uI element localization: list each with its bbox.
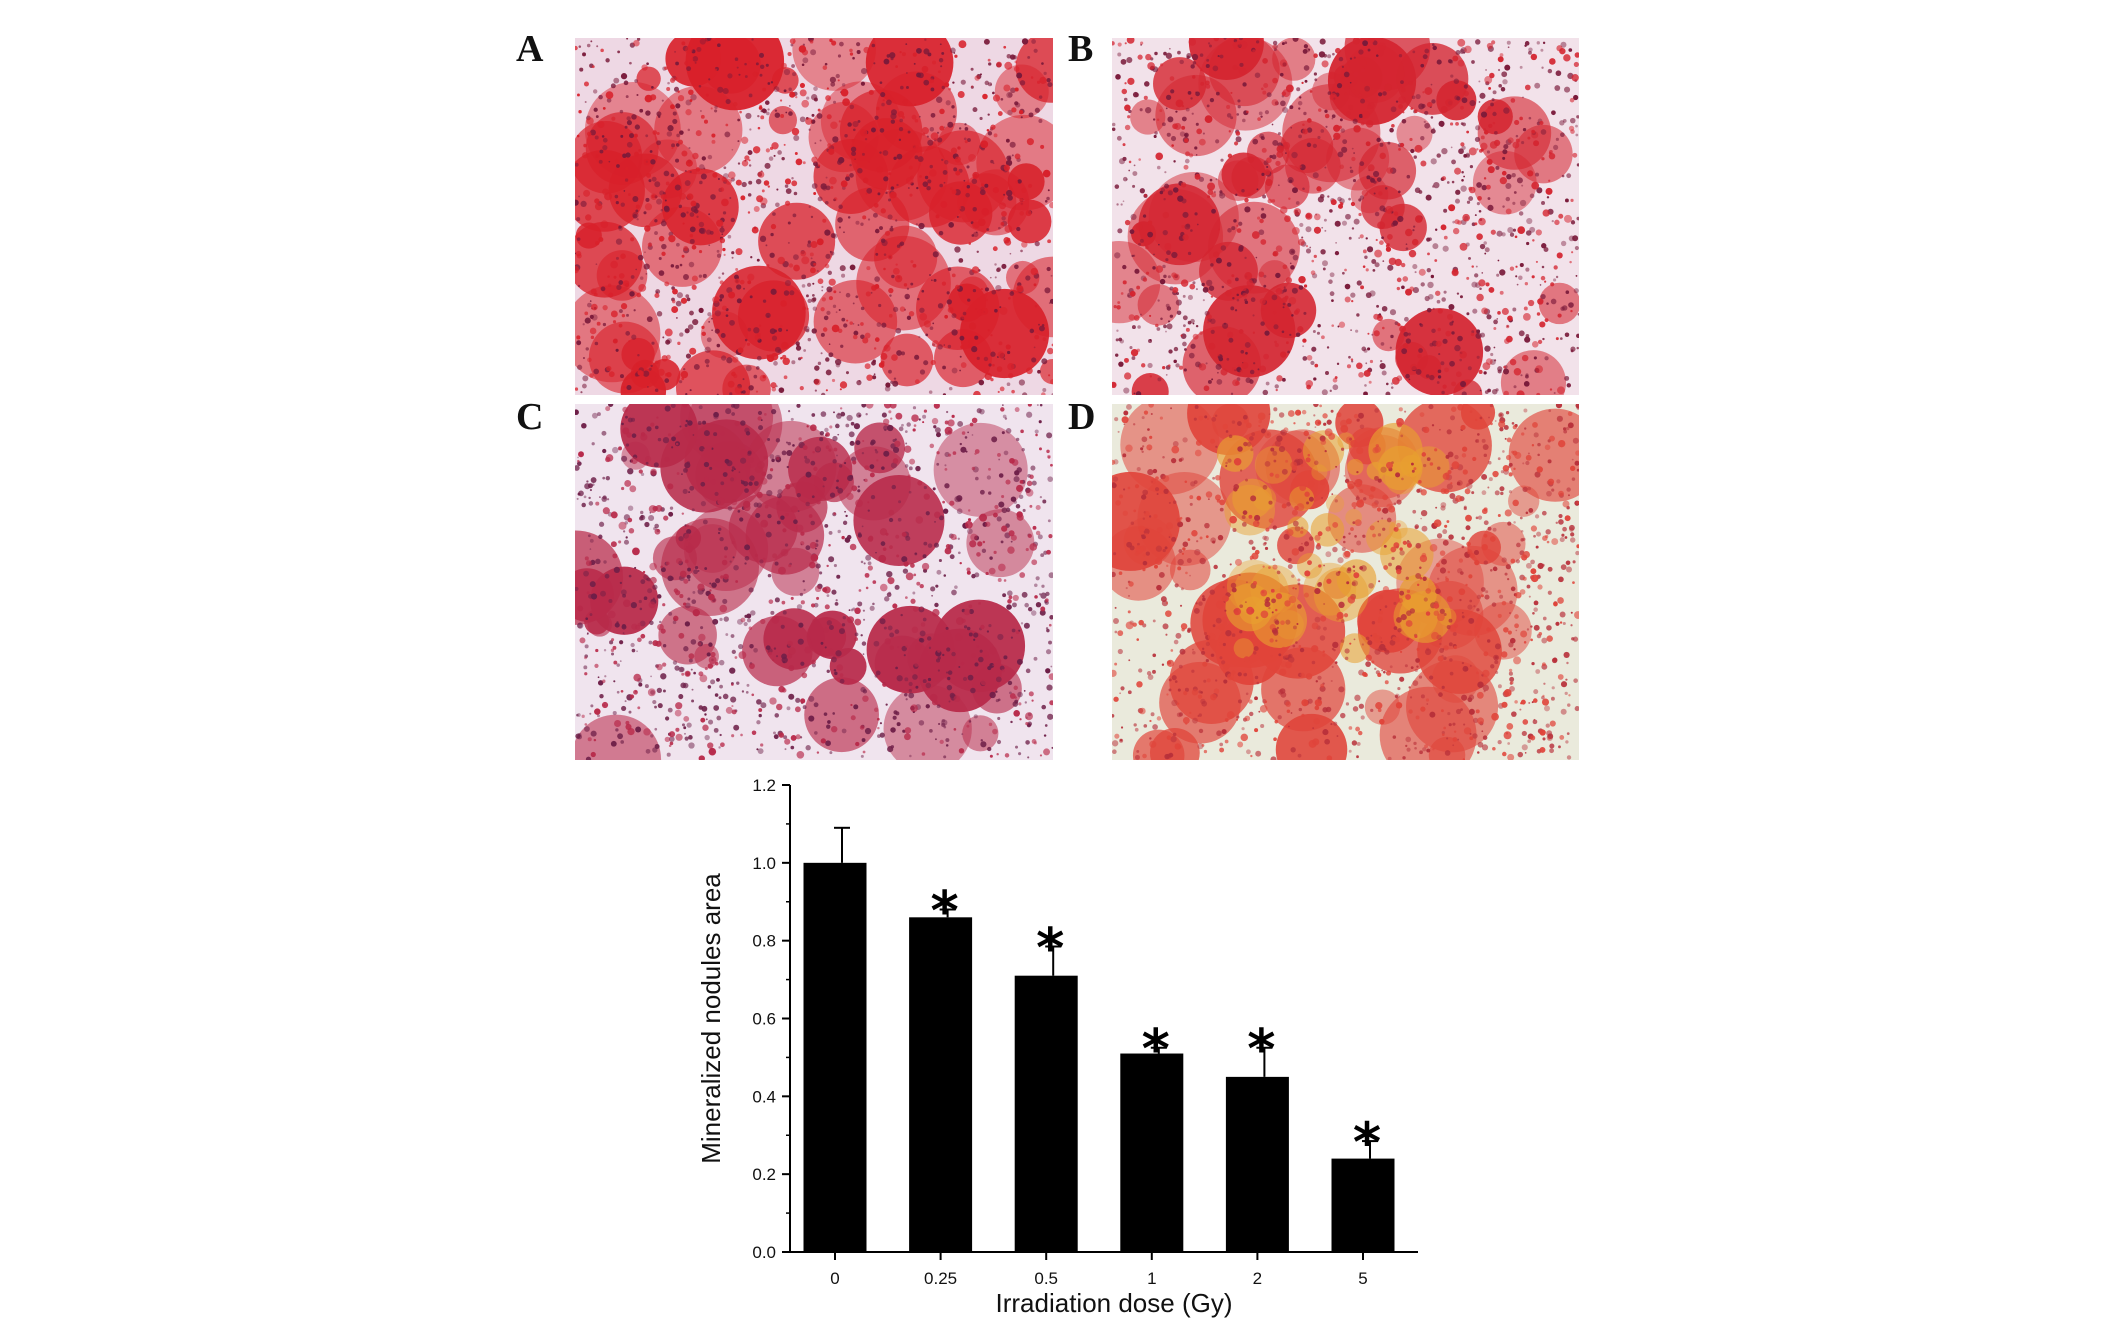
- y-tick-label: 1.2: [752, 776, 776, 795]
- error-bar: [1362, 1140, 1378, 1159]
- axes: [789, 785, 1418, 1253]
- micrograph-texture: [1112, 38, 1579, 395]
- error-bar: [1150, 1046, 1167, 1054]
- micrograph-texture: [575, 38, 1053, 395]
- bar: [1014, 975, 1078, 1252]
- significance-star: *: [1142, 1018, 1170, 1081]
- y-tick-label: 0.0: [752, 1243, 776, 1262]
- x-tick-label: 1: [1147, 1269, 1156, 1288]
- micrograph-b: [1112, 38, 1579, 395]
- error-bar: [1256, 1046, 1273, 1077]
- significance-star: *: [1247, 1018, 1275, 1081]
- micrograph-c: [575, 404, 1053, 760]
- y-tick-label: 0.4: [752, 1087, 776, 1106]
- bar: [1120, 1053, 1184, 1252]
- significance-star: *: [1036, 917, 1064, 980]
- micrograph-texture: [575, 404, 1053, 760]
- y-tick-label: 0.8: [752, 932, 776, 951]
- bar-chart: 0.0 0.2 0.4 0.6 0.8 1.0 1.2 0 0.25 * 0.5 * 1 * 2 * 5 * Irr…: [680, 760, 1440, 1321]
- panel-label-c: C: [516, 396, 544, 438]
- error-bar: [834, 826, 850, 863]
- bar: [1331, 1158, 1395, 1252]
- panel-label-d: D: [1068, 396, 1096, 438]
- significance-star: *: [930, 880, 958, 943]
- y-tick-label: 1.0: [752, 854, 776, 873]
- panel-label-a: A: [516, 28, 544, 70]
- significance-star: *: [1353, 1111, 1381, 1174]
- y-tick-label: 0.2: [752, 1165, 776, 1184]
- error-bar: [939, 908, 956, 918]
- x-tick-label: 5: [1358, 1269, 1367, 1288]
- chart-svg: 0.0 0.2 0.4 0.6 0.8 1.0 1.2 0 0.25 * 0.5 * 1 * 2 * 5 * Irr…: [696, 776, 1418, 1318]
- panel-label-b: B: [1068, 28, 1094, 70]
- micrograph-d: [1112, 404, 1579, 760]
- x-tick-label: 2: [1253, 1269, 1262, 1288]
- error-bar: [1045, 945, 1062, 976]
- micrograph-texture: [1112, 404, 1579, 760]
- bar: [909, 917, 973, 1252]
- x-tick-label: 0: [830, 1269, 839, 1288]
- bar: [803, 862, 867, 1252]
- x-tick-label: 0.25: [924, 1269, 957, 1288]
- y-axis-title: Mineralized nodules area: [696, 873, 726, 1164]
- micrograph-a: [575, 38, 1053, 395]
- x-tick-label: 0.5: [1034, 1269, 1058, 1288]
- x-axis-title: Irradiation dose (Gy): [996, 1288, 1233, 1318]
- y-tick-label: 0.6: [752, 1010, 776, 1029]
- bar: [1225, 1076, 1289, 1252]
